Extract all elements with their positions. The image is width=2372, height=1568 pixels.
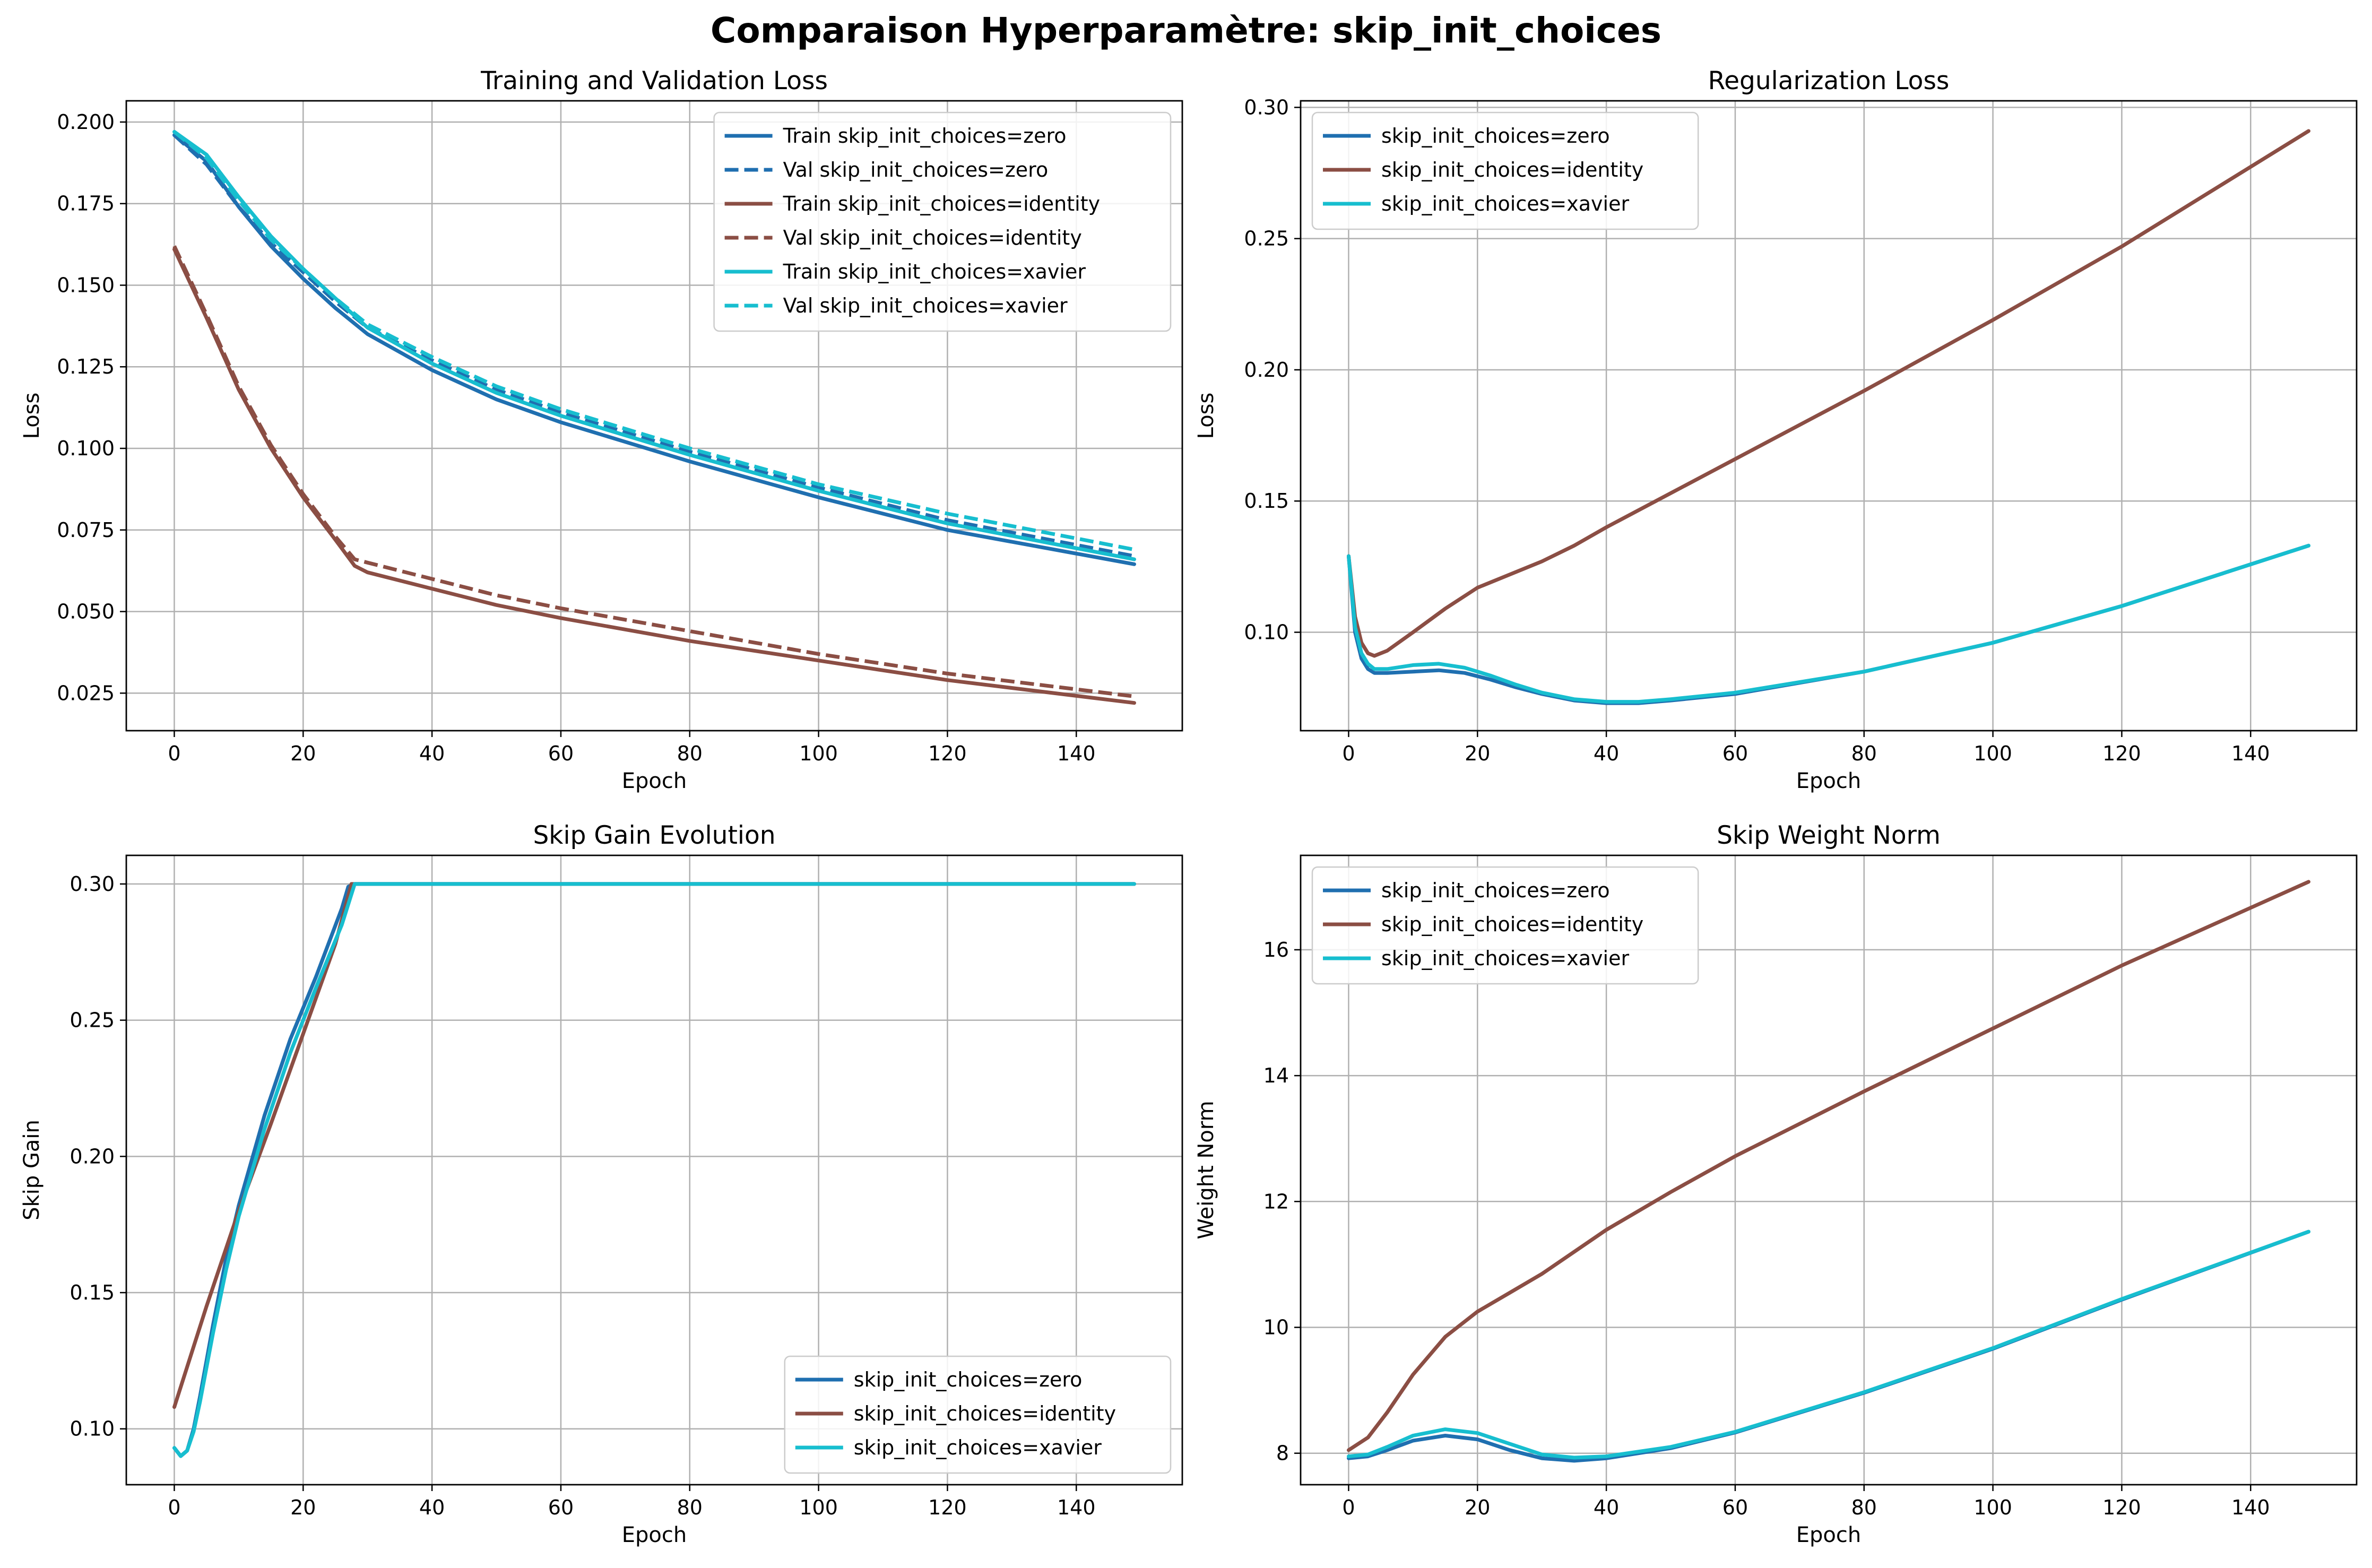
y-tick-label: 0.050 — [57, 600, 115, 623]
x-tick-label: 60 — [1722, 1496, 1748, 1519]
y-tick-label: 12 — [1263, 1190, 1289, 1213]
legend-entry: skip_init_choices=xavier — [1381, 947, 1629, 970]
y-tick-label: 0.100 — [57, 437, 115, 460]
x-tick-label: 20 — [1465, 1496, 1490, 1519]
y-tick-label: 0.25 — [70, 1009, 115, 1032]
legend-entry: Val skip_init_choices=identity — [783, 226, 1082, 249]
chart-title: Training and Validation Loss — [480, 66, 828, 96]
y-tick-label: 8 — [1276, 1442, 1289, 1465]
x-tick-label: 100 — [799, 1496, 838, 1519]
x-tick-label: 40 — [1594, 1496, 1619, 1519]
chart-title: Skip Gain Evolution — [533, 821, 775, 850]
legend-entry: skip_init_choices=zero — [1381, 879, 1610, 902]
x-tick-label: 60 — [548, 1496, 574, 1519]
legend-entry: Train skip_init_choices=identity — [783, 192, 1101, 215]
y-axis-label: Weight Norm — [1194, 1101, 1218, 1239]
y-tick-label: 0.150 — [57, 273, 115, 297]
y-tick-label: 14 — [1263, 1064, 1289, 1087]
y-tick-label: 0.30 — [70, 872, 115, 896]
x-tick-label: 120 — [928, 1496, 967, 1519]
y-tick-label: 0.10 — [1244, 621, 1289, 644]
y-tick-label: 0.075 — [57, 518, 115, 542]
x-tick-label: 40 — [419, 742, 445, 765]
x-tick-label: 120 — [2102, 1496, 2141, 1519]
y-tick-label: 0.175 — [57, 192, 115, 215]
legend-entry: skip_init_choices=xavier — [854, 1436, 1102, 1459]
y-tick-label: 0.025 — [57, 681, 115, 705]
x-tick-label: 20 — [290, 742, 316, 765]
chart-title: Skip Weight Norm — [1717, 821, 1941, 850]
x-tick-label: 40 — [419, 1496, 445, 1519]
x-axis-label: Epoch — [622, 769, 687, 793]
y-tick-label: 0.20 — [1244, 358, 1289, 382]
x-tick-label: 0 — [168, 742, 180, 765]
y-tick-label: 0.200 — [57, 110, 115, 134]
x-tick-label: 140 — [1057, 742, 1096, 765]
legend-entry: skip_init_choices=xavier — [1381, 192, 1629, 215]
x-tick-label: 20 — [290, 1496, 316, 1519]
x-axis-label: Epoch — [1796, 1523, 1861, 1547]
legend-entry: skip_init_choices=identity — [1381, 158, 1643, 181]
y-tick-label: 0.30 — [1244, 96, 1289, 119]
x-axis-label: Epoch — [622, 1523, 687, 1547]
figure-suptitle: Comparaison Hyperparamètre: skip_init_ch… — [711, 10, 1661, 51]
y-tick-label: 0.125 — [57, 355, 115, 378]
legend-entry: Train skip_init_choices=zero — [783, 124, 1067, 148]
x-tick-label: 80 — [677, 742, 703, 765]
y-tick-label: 16 — [1263, 938, 1289, 961]
x-tick-label: 60 — [1722, 742, 1748, 765]
x-tick-label: 120 — [928, 742, 967, 765]
x-tick-label: 40 — [1594, 742, 1619, 765]
legend-entry: Train skip_init_choices=xavier — [783, 260, 1086, 283]
x-tick-label: 0 — [1342, 1496, 1355, 1519]
legend: skip_init_choices=zero skip_init_choices=… — [785, 1356, 1171, 1473]
legend-entry: skip_init_choices=zero — [854, 1368, 1083, 1391]
x-tick-label: 100 — [799, 742, 838, 765]
legend: skip_init_choices=zero skip_init_choices=… — [1312, 867, 1698, 984]
y-axis-label: Skip Gain — [20, 1120, 44, 1220]
x-tick-label: 100 — [1973, 742, 2012, 765]
y-tick-label: 10 — [1263, 1316, 1289, 1339]
y-axis-label: Loss — [1194, 393, 1218, 439]
x-tick-label: 0 — [1342, 742, 1355, 765]
x-tick-label: 20 — [1465, 742, 1490, 765]
x-tick-label: 100 — [1973, 1496, 2012, 1519]
legend-entry: skip_init_choices=identity — [854, 1402, 1116, 1425]
legend-entry: skip_init_choices=zero — [1381, 124, 1610, 148]
x-tick-label: 140 — [1057, 1496, 1096, 1519]
x-tick-label: 0 — [168, 1496, 180, 1519]
x-tick-label: 80 — [1851, 742, 1877, 765]
legend: skip_init_choices=zero skip_init_choices=… — [1312, 112, 1698, 229]
x-tick-label: 140 — [2231, 1496, 2270, 1519]
x-tick-label: 140 — [2231, 742, 2270, 765]
legend-entry: skip_init_choices=identity — [1381, 913, 1643, 936]
y-tick-label: 0.15 — [1244, 489, 1289, 513]
chart-title: Regularization Loss — [1708, 66, 1950, 96]
y-axis-label: Loss — [20, 393, 44, 439]
x-axis-label: Epoch — [1796, 769, 1861, 793]
y-tick-label: 0.10 — [70, 1417, 115, 1441]
y-tick-label: 0.25 — [1244, 227, 1289, 250]
x-tick-label: 80 — [1851, 1496, 1877, 1519]
x-tick-label: 80 — [677, 1496, 703, 1519]
y-tick-label: 0.20 — [70, 1145, 115, 1168]
y-tick-label: 0.15 — [70, 1281, 115, 1304]
legend-entry: Val skip_init_choices=zero — [783, 158, 1049, 181]
x-tick-label: 120 — [2102, 742, 2141, 765]
x-tick-label: 60 — [548, 742, 574, 765]
legend: Train skip_init_choices=zero Val skip_ini… — [714, 112, 1171, 331]
legend-entry: Val skip_init_choices=xavier — [783, 294, 1068, 317]
